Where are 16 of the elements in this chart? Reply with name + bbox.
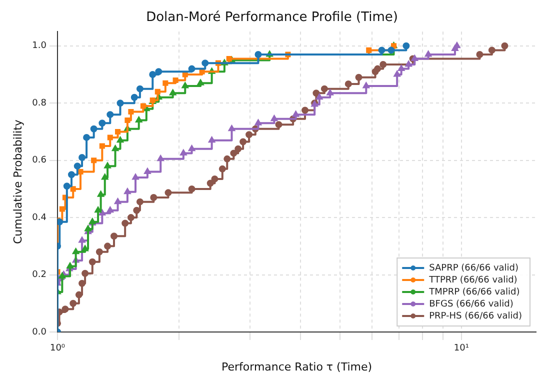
y-tick-label: 0.8 xyxy=(32,98,47,108)
chart-title: Dolan-Moré Performance Profile (Time) xyxy=(146,10,398,26)
y-tick-label: 0.0 xyxy=(32,327,47,338)
legend-label: PRP-HS (66/66 valid) xyxy=(429,311,522,322)
x-tick-label: 10¹ xyxy=(454,344,470,354)
y-tick-label: 0.2 xyxy=(32,270,47,280)
legend-label: TMPRP (66/66 valid) xyxy=(428,287,520,298)
y-tick-label: 1.0 xyxy=(32,41,47,52)
legend-label: TTPRP (66/66 valid) xyxy=(428,275,518,286)
y-tick-label: 0.6 xyxy=(32,156,47,166)
x-axis-title: Performance Ratio τ (Time) xyxy=(221,360,372,374)
x-tick-label: 10⁰ xyxy=(50,344,66,354)
y-axis-title: Cumulative Probability xyxy=(11,119,24,244)
legend-label: BFGS (66/66 valid) xyxy=(429,299,514,310)
legend-label: SAPRP (66/66 valid) xyxy=(429,263,519,274)
y-tick-label: 0.4 xyxy=(32,212,47,223)
